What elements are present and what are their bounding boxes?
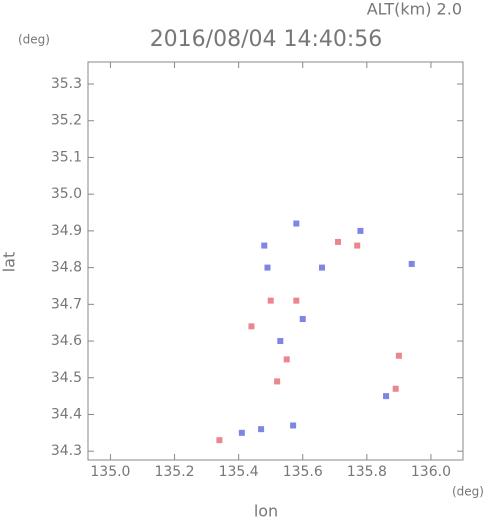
chart-title: 2016/08/04 14:40:56 bbox=[150, 27, 383, 52]
echo-point bbox=[267, 297, 274, 304]
echo-point bbox=[261, 242, 268, 249]
y-tick-label: 34.3 bbox=[51, 443, 82, 459]
echo-point bbox=[299, 316, 306, 323]
y-tick-label: 34.9 bbox=[51, 223, 82, 239]
x-unit: (deg) bbox=[452, 485, 484, 499]
y-tick-label: 34.7 bbox=[51, 296, 82, 312]
y-tick-label: 35.2 bbox=[51, 113, 82, 129]
x-axis-label: lon bbox=[254, 502, 278, 521]
x-tick-label: 135.6 bbox=[283, 464, 323, 480]
echo-point bbox=[354, 242, 361, 249]
y-tick-label: 35.0 bbox=[51, 186, 82, 202]
x-tick-label: 135.4 bbox=[219, 464, 259, 480]
echo-point bbox=[238, 429, 245, 436]
x-tick-label: 136.0 bbox=[411, 464, 451, 480]
echo-point bbox=[392, 385, 399, 392]
y-tick-label: 34.8 bbox=[51, 260, 82, 276]
x-tick-label: 135.0 bbox=[90, 464, 130, 480]
echo-point bbox=[408, 260, 415, 267]
y-tick-label: 34.6 bbox=[51, 333, 82, 349]
echo-point bbox=[258, 426, 265, 433]
y-unit: (deg) bbox=[18, 33, 50, 47]
echo-point bbox=[293, 220, 300, 227]
echo-point bbox=[318, 264, 325, 271]
altitude-label: ALT(km) 2.0 bbox=[367, 0, 462, 19]
echo-point bbox=[277, 338, 284, 345]
echo-point bbox=[293, 297, 300, 304]
echo-point bbox=[357, 227, 364, 234]
echo-point bbox=[264, 264, 271, 271]
x-tick-label: 135.2 bbox=[154, 464, 194, 480]
echo-point bbox=[290, 422, 297, 429]
echo-point bbox=[395, 352, 402, 359]
echo-point bbox=[248, 323, 255, 330]
echo-point bbox=[274, 378, 281, 385]
echo-point bbox=[383, 393, 390, 400]
y-tick-label: 35.1 bbox=[51, 149, 82, 165]
echo-point bbox=[283, 356, 290, 363]
y-tick-label: 34.5 bbox=[51, 370, 82, 386]
y-axis-label: lat bbox=[0, 252, 19, 273]
echo-point bbox=[335, 238, 341, 245]
x-tick-label: 135.8 bbox=[347, 464, 387, 480]
echo-point bbox=[216, 437, 223, 444]
y-tick-label: 35.3 bbox=[51, 76, 82, 92]
y-tick-label: 34.4 bbox=[51, 406, 82, 422]
plot-frame bbox=[87, 61, 464, 461]
